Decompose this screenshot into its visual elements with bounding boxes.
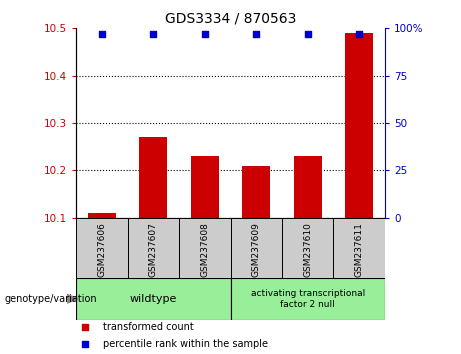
Bar — [76, 278, 230, 320]
Bar — [282, 218, 333, 278]
Point — [81, 341, 89, 347]
Bar — [230, 218, 282, 278]
Bar — [179, 218, 230, 278]
Point — [355, 31, 363, 37]
Point — [149, 31, 157, 37]
Bar — [139, 137, 167, 218]
Bar — [190, 156, 219, 218]
Point — [304, 31, 312, 37]
Bar — [230, 278, 385, 320]
Point — [253, 31, 260, 37]
Text: percentile rank within the sample: percentile rank within the sample — [103, 339, 268, 349]
Text: transformed count: transformed count — [103, 322, 194, 332]
Bar — [242, 166, 271, 218]
Text: activating transcriptional
factor 2 null: activating transcriptional factor 2 null — [251, 290, 365, 309]
Text: GSM237606: GSM237606 — [97, 223, 106, 278]
Point — [81, 325, 89, 330]
Title: GDS3334 / 870563: GDS3334 / 870563 — [165, 12, 296, 26]
Text: GSM237610: GSM237610 — [303, 223, 312, 278]
Text: wildtype: wildtype — [130, 294, 177, 304]
Bar — [294, 156, 322, 218]
Text: GSM237607: GSM237607 — [149, 223, 158, 278]
Bar — [345, 33, 373, 218]
Point — [201, 31, 208, 37]
Bar — [128, 218, 179, 278]
Text: GSM237609: GSM237609 — [252, 223, 261, 278]
Bar — [333, 218, 385, 278]
Bar — [76, 218, 128, 278]
Point — [98, 31, 106, 37]
Text: GSM237608: GSM237608 — [200, 223, 209, 278]
Bar — [88, 213, 116, 218]
Text: GSM237611: GSM237611 — [355, 223, 364, 278]
Polygon shape — [67, 294, 78, 303]
Text: genotype/variation: genotype/variation — [5, 294, 97, 304]
